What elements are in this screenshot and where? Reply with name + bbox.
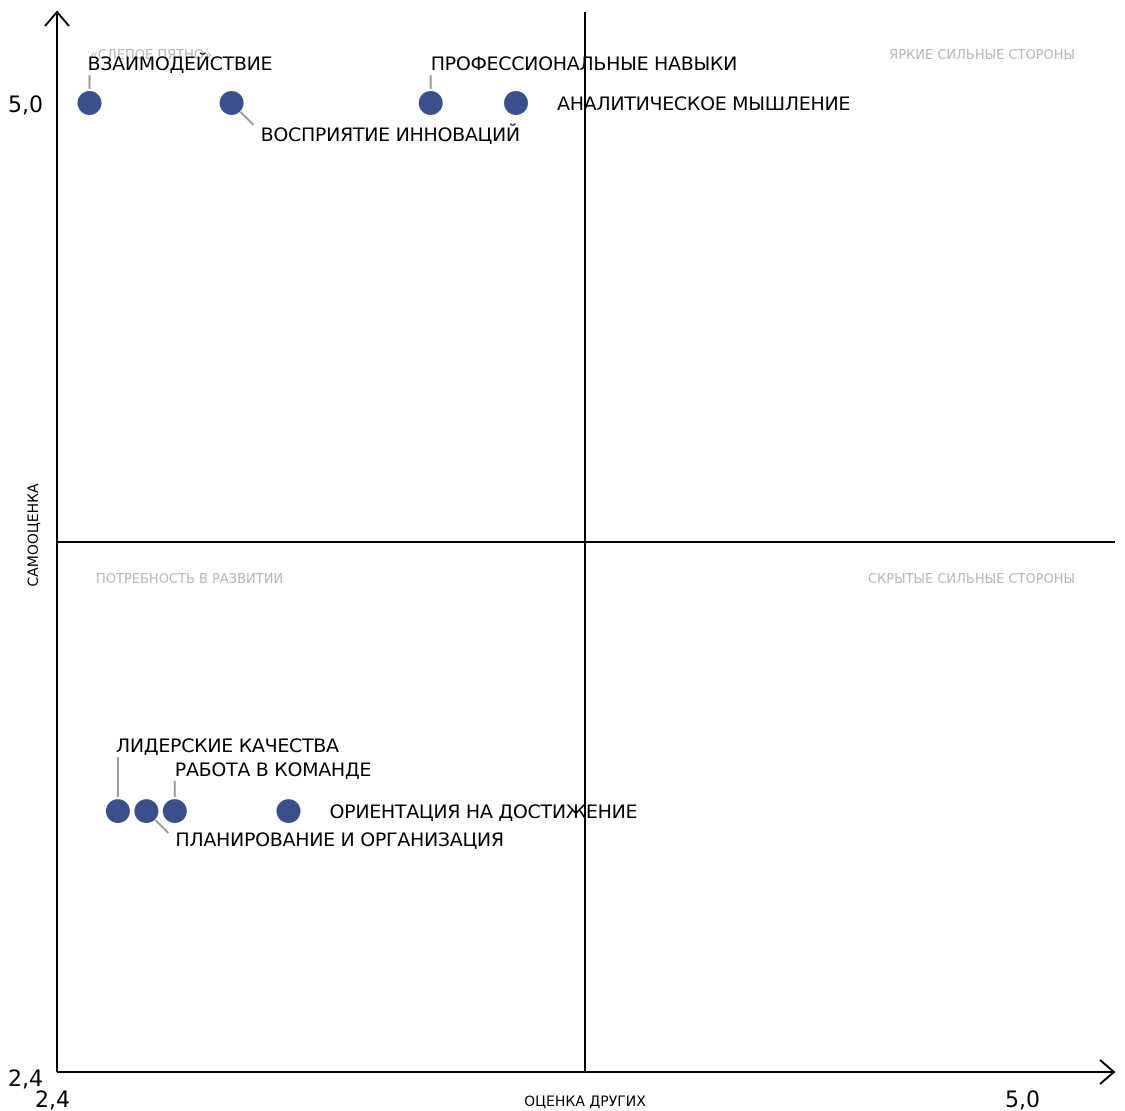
x-tick-max: 5,0 <box>1005 1088 1040 1111</box>
tick-labels: 5,0 2,4 2,4 5,0 <box>8 93 1040 1111</box>
point-labels: ВЗАИМОДЕЙСТВИЕ ВОСПРИЯТИЕ ИННОВАЦИЙ ПРОФЕС… <box>88 52 851 851</box>
quadrant-label-top-right: ЯРКИЕ СИЛЬНЫЕ СТОРОНЫ <box>889 48 1075 63</box>
x-axis-arrow <box>1099 1059 1116 1085</box>
axes <box>44 10 1116 1085</box>
point-label: РАБОТА В КОМАНДЕ <box>175 759 371 781</box>
point-label: ВЗАИМОДЕЙСТВИЕ <box>88 52 273 75</box>
data-point <box>276 799 301 824</box>
y-axis-title: САМООЦЕНКА <box>26 483 42 587</box>
data-point <box>77 91 102 115</box>
data-point <box>134 799 159 824</box>
label-leader-line <box>239 111 255 126</box>
point-label: ПРОФЕССИОНАЛЬНЫЕ НАВЫКИ <box>431 53 737 75</box>
x-tick-min: 2,4 <box>35 1088 70 1111</box>
data-point <box>504 91 528 115</box>
point-label: АНАЛИТИЧЕСКОЕ МЫШЛЕНИЕ <box>557 93 850 115</box>
point-label: ОРИЕНТАЦИЯ НА ДОСТИЖЕНИЕ <box>330 801 638 823</box>
label-leader-lines <box>88 75 432 834</box>
y-tick-max: 5,0 <box>8 93 43 118</box>
data-point <box>418 91 443 115</box>
quadrant-labels: «СЛЕПОЕ ПЯТНО» ЯРКИЕ СИЛЬНЫЕ СТОРОНЫ ПОТ… <box>90 48 1075 587</box>
point-label: ПЛАНИРОВАНИЕ И ОРГАНИЗАЦИЯ <box>175 829 503 851</box>
quadrant-label-bottom-right: СКРЫТЫЕ СИЛЬНЫЕ СТОРОНЫ <box>868 572 1075 587</box>
point-label: ВОСПРИЯТИЕ ИННОВАЦИЙ <box>261 123 520 146</box>
quadrant-label-bottom-left: ПОТРЕБНОСТЬ В РАЗВИТИИ <box>96 572 283 587</box>
y-axis-arrow <box>44 10 70 27</box>
data-point <box>219 91 244 115</box>
label-leader-line <box>154 819 170 834</box>
data-point <box>162 799 187 824</box>
data-point <box>105 799 130 824</box>
quadrant-label-top-left: «СЛЕПОЕ ПЯТНО» <box>90 48 212 63</box>
y-tick-min: 2,4 <box>8 1067 43 1092</box>
point-label: ЛИДЕРСКИЕ КАЧЕСТВА <box>116 735 339 757</box>
x-axis-title: ОЦЕНКА ДРУГИХ <box>524 1094 646 1110</box>
data-points <box>77 91 528 824</box>
